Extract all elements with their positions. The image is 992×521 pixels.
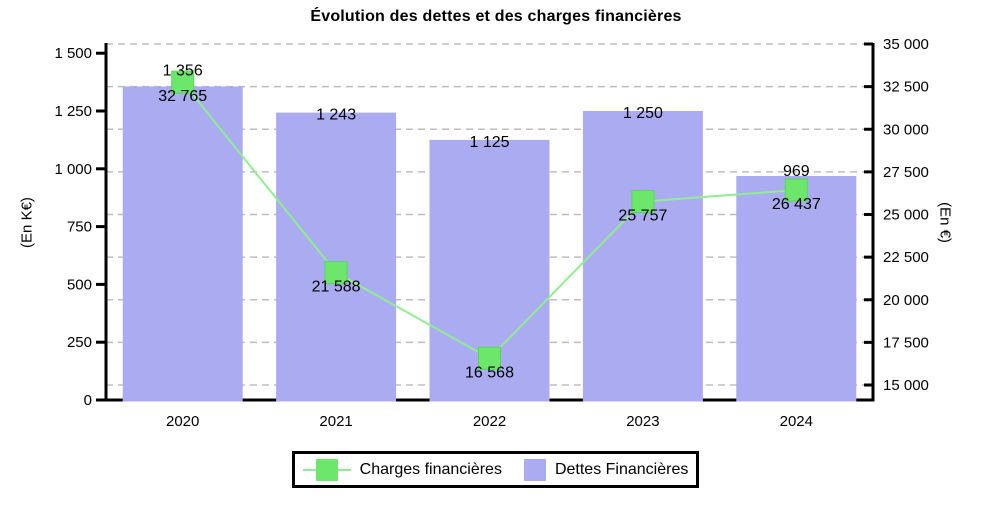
- left-axis-tick-label: 1 500: [54, 45, 92, 62]
- right-axis-tick-label: 22 500: [883, 249, 929, 266]
- bar-value-label: 969: [783, 163, 810, 180]
- x-axis-tick-label: 2020: [166, 413, 199, 430]
- right-axis-tick-label: 25 000: [883, 207, 929, 224]
- left-axis-tick-label: 1 000: [54, 161, 92, 178]
- bar-value-label: 1 250: [623, 105, 663, 122]
- bar-2024: [736, 175, 857, 402]
- line-marker-swatch-icon: [302, 458, 351, 481]
- marker-2020: [171, 70, 195, 94]
- point-value-label: 21 588: [312, 279, 361, 296]
- legend-item-dettes-financieres: Dettes Financières: [523, 458, 689, 481]
- x-axis-tick-label: 2023: [626, 413, 659, 430]
- left-axis-tick-label: 1 250: [54, 103, 92, 120]
- legend-label-charges: Charges financières: [359, 460, 502, 478]
- bar-value-label: 1 243: [316, 107, 356, 124]
- legend-label-dettes: Dettes Financières: [554, 460, 689, 478]
- point-value-label: 26 437: [772, 196, 821, 213]
- bar-value-label: 1 356: [163, 62, 203, 79]
- right-axis-tick-label: 15 000: [883, 377, 929, 394]
- marker-2023: [631, 190, 655, 214]
- bar-2020: [122, 86, 243, 402]
- x-axis-tick-label: 2022: [473, 413, 506, 430]
- x-axis-tick-label: 2024: [780, 413, 813, 430]
- bar-2023: [582, 111, 703, 402]
- x-axis-tick-label: 2021: [319, 413, 352, 430]
- left-axis-tick-label: 250: [67, 334, 92, 351]
- chart-title: Évolution des dettes et des charges fina…: [310, 8, 682, 25]
- left-axis-tick-label: 750: [67, 219, 92, 236]
- bar-2021: [276, 112, 397, 402]
- right-axis-tick-label: 35 000: [883, 36, 929, 53]
- right-axis-tick-label: 32 500: [883, 79, 929, 96]
- point-value-label: 32 765: [158, 88, 207, 105]
- right-axis-tick-label: 17 500: [883, 334, 929, 351]
- point-value-label: 25 757: [618, 208, 667, 225]
- left-axis-tick-label: 500: [67, 276, 92, 293]
- point-value-label: 16 568: [465, 364, 514, 381]
- bar-swatch-icon: [523, 458, 546, 481]
- legend-item-charges-financieres: Charges financières: [302, 458, 502, 481]
- right-axis-tick-label: 20 000: [883, 292, 929, 309]
- marker-2024: [784, 178, 808, 202]
- marker-2022: [478, 346, 501, 370]
- legend: Charges financières Dettes Financières: [292, 451, 699, 488]
- right-axis-tick-label: 30 000: [883, 121, 929, 138]
- legend-marker-square: [315, 458, 338, 481]
- right-axis-tick-label: 27 500: [883, 164, 929, 181]
- bar-value-label: 1 125: [469, 134, 509, 151]
- marker-2021: [324, 261, 348, 285]
- left-axis-tick-label: 0: [84, 392, 92, 409]
